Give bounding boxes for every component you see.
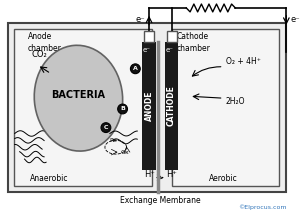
Text: H⁺: H⁺ xyxy=(166,170,177,179)
Bar xyxy=(8,23,286,192)
Bar xyxy=(144,30,154,42)
Text: Anode
chamber: Anode chamber xyxy=(28,32,61,52)
Circle shape xyxy=(101,123,111,133)
Text: Aerobic: Aerobic xyxy=(209,173,238,183)
Bar xyxy=(14,29,152,186)
Text: ©Elprocus.com: ©Elprocus.com xyxy=(238,204,286,210)
Text: Ox: Ox xyxy=(121,150,129,155)
Circle shape xyxy=(130,64,140,74)
Text: e⁻: e⁻ xyxy=(166,47,174,53)
Text: B: B xyxy=(120,106,125,111)
Text: O₂ + 4H⁺: O₂ + 4H⁺ xyxy=(226,57,260,66)
Text: Anaerobic: Anaerobic xyxy=(30,173,68,183)
Text: e⁻: e⁻ xyxy=(136,15,145,24)
Circle shape xyxy=(118,104,128,114)
Text: ANODE: ANODE xyxy=(145,91,154,121)
Text: H⁺: H⁺ xyxy=(144,170,154,179)
Text: Re: Re xyxy=(110,138,118,143)
Bar xyxy=(172,29,278,186)
Text: BACTERIA: BACTERIA xyxy=(52,90,106,100)
Text: C: C xyxy=(104,125,108,130)
Ellipse shape xyxy=(34,45,123,151)
Bar xyxy=(142,42,156,170)
Text: A: A xyxy=(133,66,138,71)
Text: 2H₂O: 2H₂O xyxy=(226,97,245,106)
Bar xyxy=(167,30,176,42)
Text: CO₂: CO₂ xyxy=(32,50,47,59)
Text: CATHODE: CATHODE xyxy=(167,86,176,127)
Text: e⁻: e⁻ xyxy=(143,47,151,53)
Bar xyxy=(165,42,178,170)
Text: Exchange Membrane: Exchange Membrane xyxy=(119,196,200,205)
Text: Cathode
chamber: Cathode chamber xyxy=(176,32,210,52)
Text: e⁻: e⁻ xyxy=(290,15,300,24)
